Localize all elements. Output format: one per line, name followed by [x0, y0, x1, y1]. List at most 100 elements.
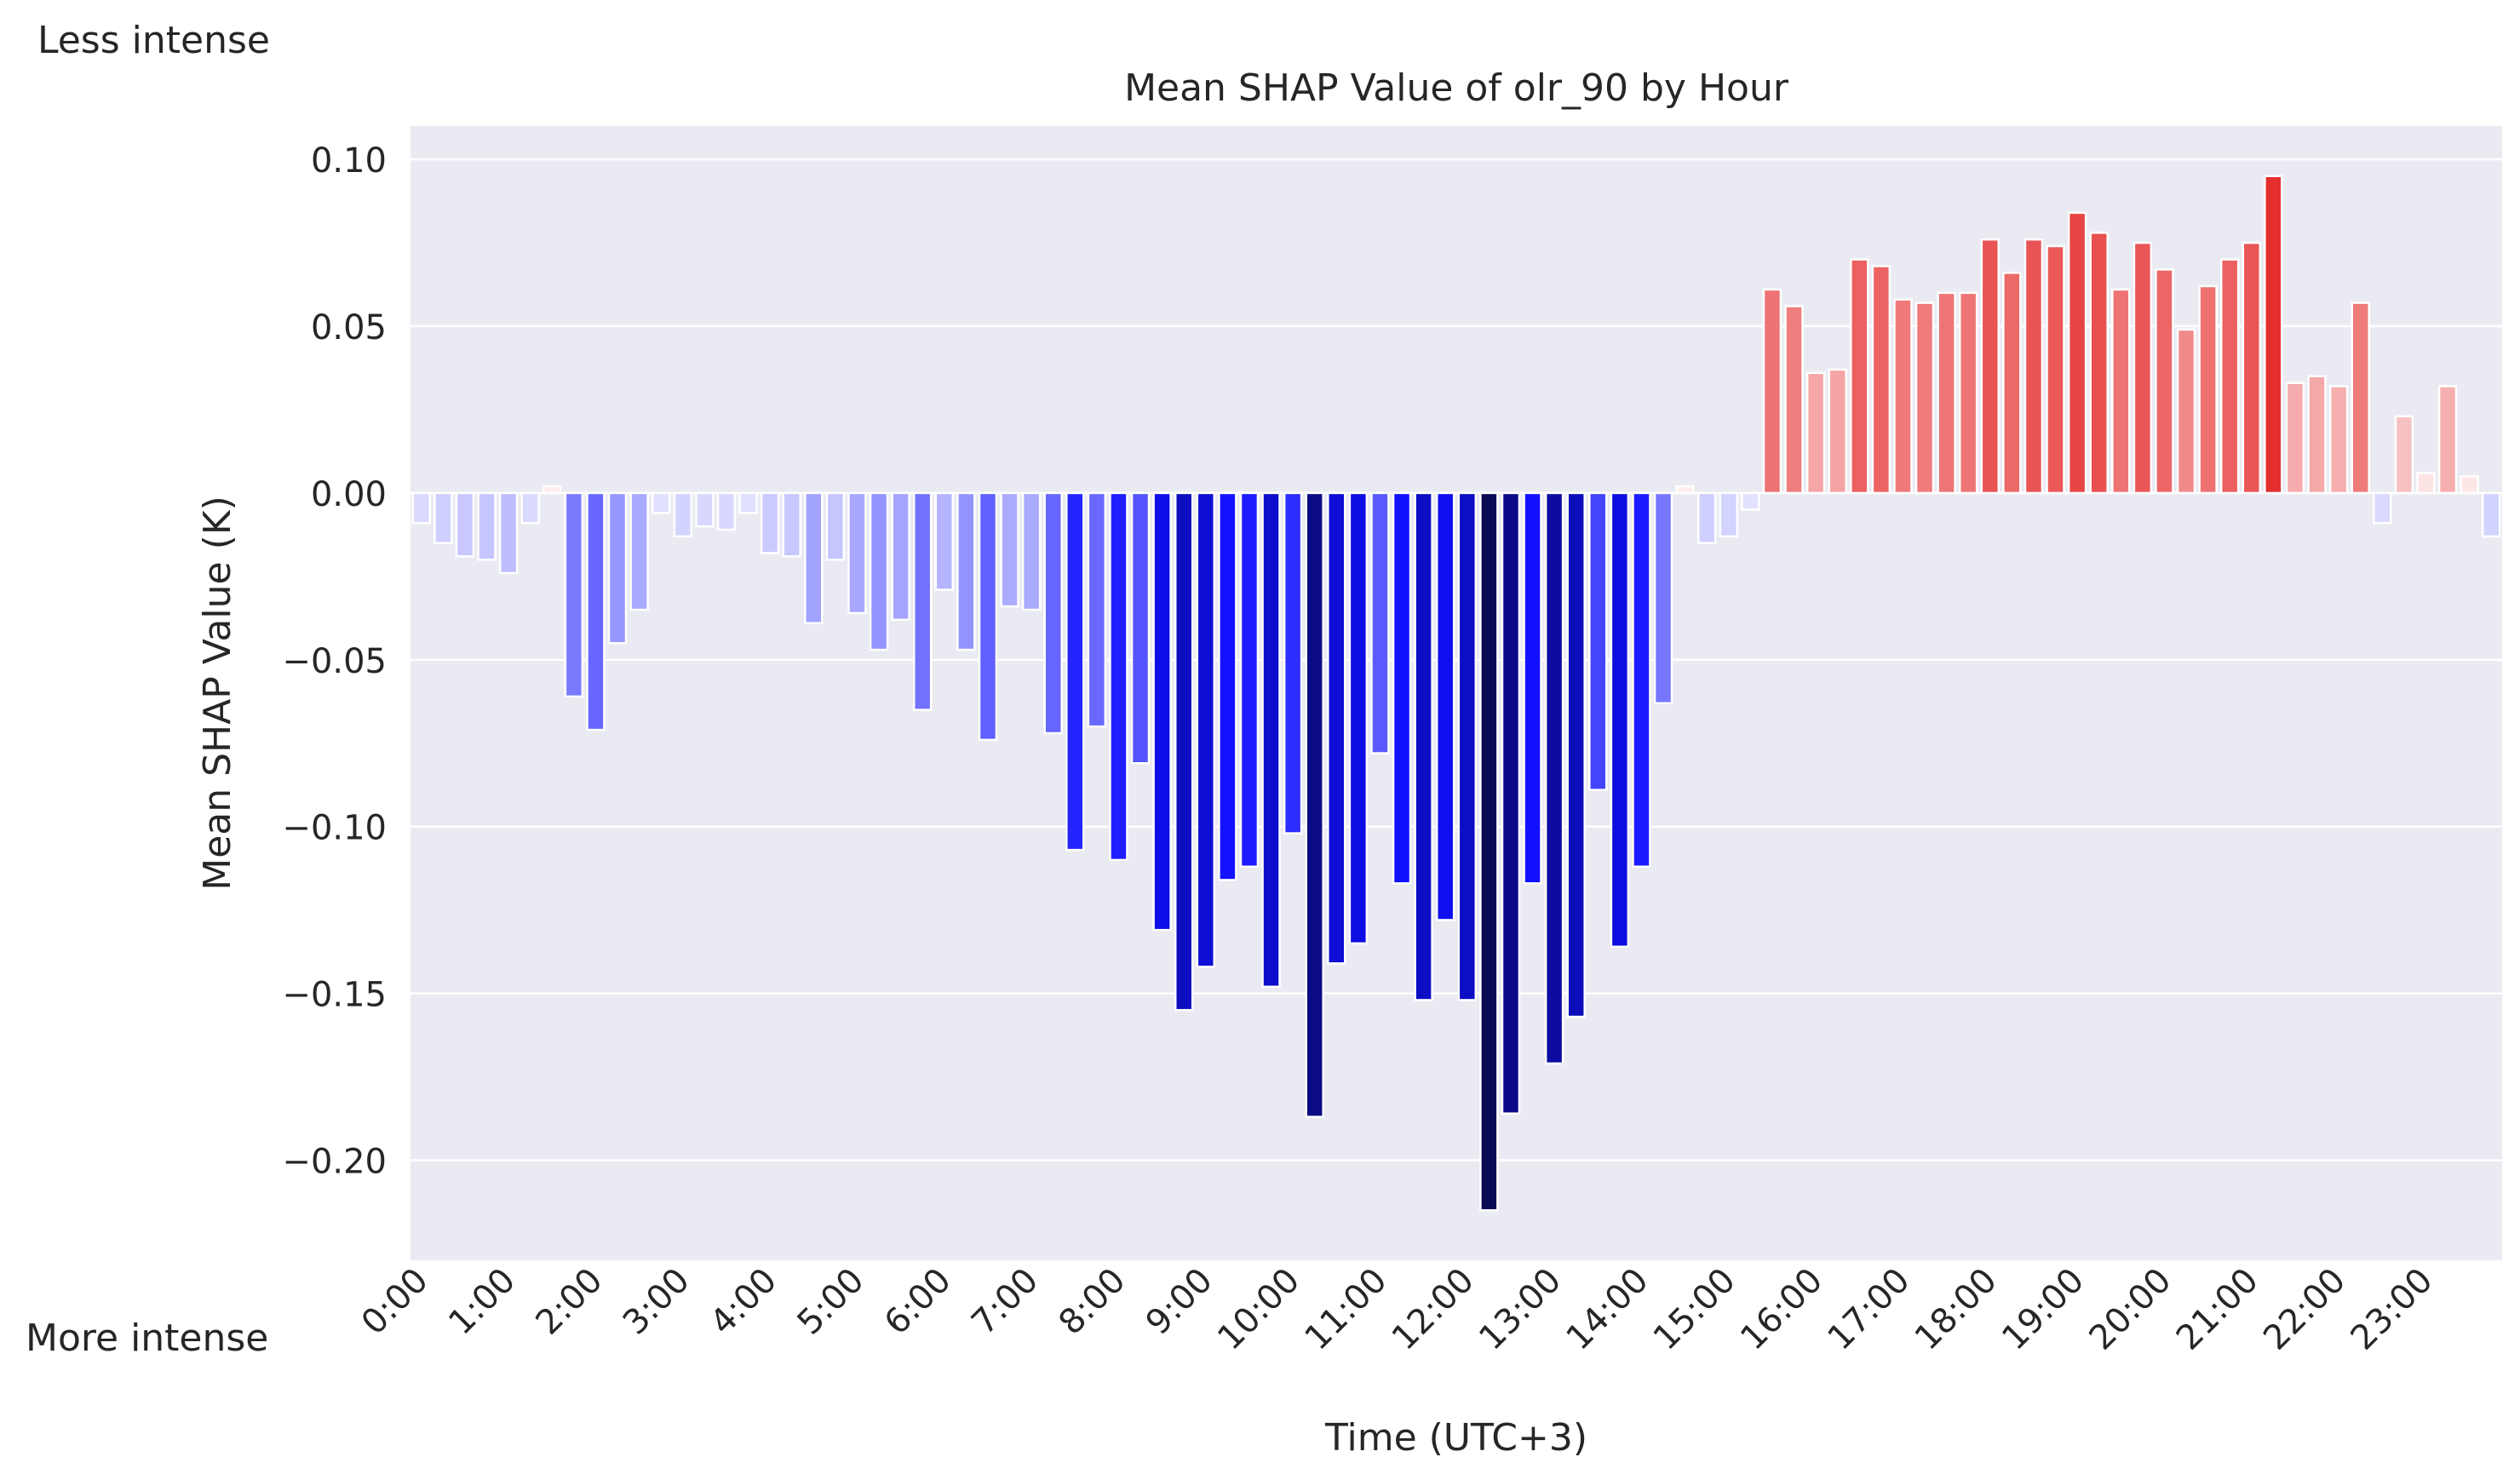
bar — [1632, 491, 1651, 868]
x-tick-label: 3:00 — [616, 1261, 697, 1343]
bar — [1741, 491, 1760, 511]
bar — [891, 491, 910, 622]
bar — [1937, 291, 1956, 495]
x-tick-label: 4:00 — [703, 1261, 784, 1343]
y-tick-label: −0.20 — [282, 1142, 387, 1181]
bar — [1544, 491, 1564, 1065]
bar — [1762, 288, 1782, 495]
bar — [564, 491, 584, 698]
bar — [1871, 265, 1891, 495]
bar — [1414, 491, 1433, 1001]
bar — [2307, 375, 2327, 495]
bar — [2437, 385, 2458, 495]
x-tick-label: 15:00 — [1646, 1261, 1743, 1358]
bar — [477, 491, 497, 561]
x-tick-label: 14:00 — [1558, 1261, 1656, 1358]
bar — [2067, 211, 2087, 495]
bar — [1457, 491, 1478, 1001]
bar — [1850, 258, 1869, 495]
bar — [673, 491, 693, 538]
bars — [411, 175, 2501, 1212]
bar — [1130, 491, 1151, 765]
bar — [2111, 288, 2131, 495]
x-tick-label: 12:00 — [1385, 1261, 1482, 1358]
y-tick-label: 0.10 — [311, 141, 387, 181]
y-tick-label: 0.05 — [311, 308, 387, 347]
x-tick-label: 2:00 — [528, 1261, 610, 1343]
bar — [1805, 371, 1826, 495]
x-tick-label: 13:00 — [1472, 1261, 1569, 1358]
bar — [629, 491, 649, 611]
chart-title: Mean SHAP Value of olr_90 by Hour — [1124, 66, 1789, 110]
bar — [2416, 472, 2436, 495]
x-tick-label: 19:00 — [1995, 1261, 2092, 1358]
bar — [1653, 491, 1673, 705]
bar — [542, 485, 562, 495]
bar — [1893, 298, 1913, 495]
bar — [825, 491, 846, 561]
bar — [433, 491, 453, 544]
x-tick-label: 20:00 — [2081, 1261, 2178, 1358]
x-tick-label: 9:00 — [1139, 1261, 1220, 1343]
bar — [586, 491, 606, 731]
bar — [2023, 238, 2044, 495]
bar — [738, 491, 758, 514]
x-tick-label: 16:00 — [1733, 1261, 1830, 1358]
bar — [2002, 272, 2022, 495]
bar — [847, 491, 867, 615]
y-axis-label: Mean SHAP Value (K) — [196, 496, 239, 891]
bar — [1828, 368, 1847, 495]
bar — [716, 491, 737, 531]
bar — [1109, 491, 1128, 862]
bar — [1239, 491, 1260, 868]
bar — [1696, 491, 1717, 544]
bar — [1174, 491, 1194, 1012]
bar — [934, 491, 955, 591]
x-tick-label: 18:00 — [1908, 1261, 2005, 1358]
bar — [1958, 291, 1978, 495]
x-tick-label: 10:00 — [1210, 1261, 1307, 1358]
bar — [956, 491, 976, 651]
bar — [2460, 475, 2479, 495]
bar — [1283, 491, 1303, 835]
x-tick-label: 8:00 — [1051, 1261, 1133, 1343]
bar — [2219, 258, 2240, 495]
bar — [2133, 241, 2153, 495]
y-tick-label: −0.15 — [282, 976, 387, 1015]
bar — [1523, 491, 1542, 885]
bar — [695, 491, 715, 528]
bar — [2155, 268, 2174, 495]
bar — [1719, 491, 1739, 538]
bar — [1305, 491, 1324, 1118]
bar — [2351, 301, 2370, 495]
bar — [782, 491, 801, 558]
bar — [1435, 491, 1455, 921]
bar — [1065, 491, 1085, 852]
bar — [1914, 301, 1935, 495]
less-intense-label: Less intense — [37, 19, 270, 62]
bar — [1043, 491, 1063, 735]
bar — [2242, 241, 2262, 495]
bar — [1261, 491, 1281, 989]
bar — [2176, 328, 2196, 495]
x-tick-label: 7:00 — [964, 1261, 1046, 1343]
bar — [1218, 491, 1237, 881]
bar — [1588, 491, 1608, 791]
bar — [2046, 244, 2065, 495]
bar — [2328, 385, 2349, 495]
bar — [455, 491, 475, 558]
bar — [1479, 491, 1499, 1212]
plot-background — [410, 126, 2502, 1260]
bar — [804, 491, 824, 624]
x-tick-label: 6:00 — [877, 1261, 959, 1343]
bar — [2481, 491, 2501, 538]
bar — [651, 491, 671, 514]
x-tick-label: 1:00 — [441, 1261, 523, 1343]
bar — [498, 491, 519, 575]
x-tick-label: 0:00 — [354, 1261, 436, 1343]
bar — [1610, 491, 1630, 948]
bar — [1152, 491, 1172, 932]
bar — [869, 491, 889, 651]
bar — [520, 491, 540, 525]
